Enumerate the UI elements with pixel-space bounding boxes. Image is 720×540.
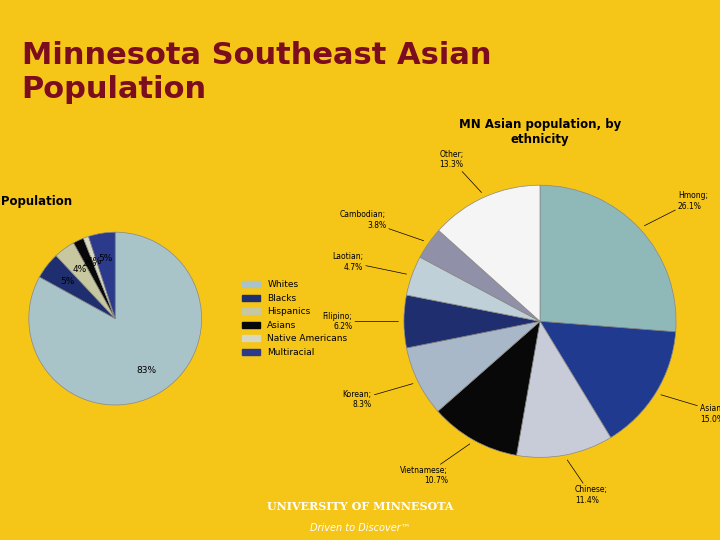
Text: 4%: 4% [73, 265, 87, 274]
Wedge shape [516, 321, 611, 457]
Text: Korean;
8.3%: Korean; 8.3% [343, 383, 413, 409]
Wedge shape [29, 232, 202, 405]
Text: Vietnamese;
10.7%: Vietnamese; 10.7% [400, 444, 469, 485]
Text: Laotian;
4.7%: Laotian; 4.7% [332, 252, 407, 274]
Text: 5%: 5% [60, 277, 75, 286]
Text: Chinese;
11.4%: Chinese; 11.4% [567, 460, 608, 505]
Text: MN Population: MN Population [0, 195, 72, 208]
Wedge shape [404, 295, 540, 348]
Wedge shape [40, 255, 115, 319]
Text: Minnesota Southeast Asian
Population: Minnesota Southeast Asian Population [22, 41, 491, 104]
Text: 83%: 83% [136, 366, 156, 375]
Wedge shape [84, 237, 115, 319]
Wedge shape [73, 238, 115, 319]
Text: Cambodian;
3.8%: Cambodian; 3.8% [340, 210, 423, 241]
Text: Asian Indian;
15.0%: Asian Indian; 15.0% [661, 395, 720, 423]
Text: Other;
13.3%: Other; 13.3% [439, 150, 482, 193]
Text: Driven to Discover™: Driven to Discover™ [310, 523, 410, 533]
Wedge shape [89, 232, 115, 319]
Wedge shape [56, 243, 115, 319]
Wedge shape [407, 257, 540, 321]
Wedge shape [407, 321, 540, 411]
Text: 2%: 2% [82, 259, 96, 268]
Wedge shape [540, 321, 675, 437]
Wedge shape [438, 321, 540, 455]
Legend: Whites, Blacks, Hispanics, Asians, Native Americans, Multiracial: Whites, Blacks, Hispanics, Asians, Nativ… [238, 276, 351, 361]
Wedge shape [438, 185, 540, 321]
Text: 1%: 1% [88, 257, 102, 266]
Title: MN Asian population, by
ethnicity: MN Asian population, by ethnicity [459, 118, 621, 146]
Wedge shape [420, 231, 540, 321]
Text: Filipino;
6.2%: Filipino; 6.2% [323, 312, 398, 331]
Text: Hmong;
26.1%: Hmong; 26.1% [644, 192, 708, 226]
Text: UNIVERSITY OF MINNESOTA: UNIVERSITY OF MINNESOTA [266, 502, 454, 512]
Wedge shape [540, 185, 676, 332]
Text: 5%: 5% [99, 254, 113, 264]
